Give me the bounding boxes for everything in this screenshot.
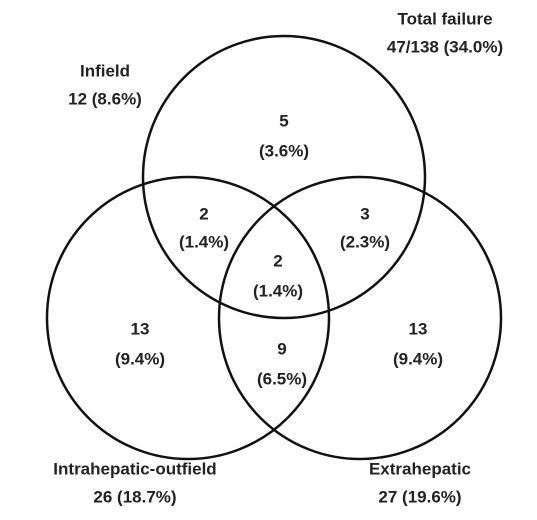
region-count: 2 [273,251,282,270]
region-percent: (6.5%) [257,369,307,388]
region-percent: (9.4%) [115,349,165,368]
infield-circle [141,34,427,320]
extrahepatic-circle [217,175,503,461]
region-count: 13 [131,319,150,338]
region-percent: (2.3%) [340,232,390,251]
region-count: 3 [360,204,369,223]
set-count: 26 (18.7%) [93,487,176,506]
set-count: 27 (19.6%) [378,487,461,506]
region-count: 9 [277,339,286,358]
set-label: Infield [80,61,130,80]
region-percent: (1.4%) [179,232,229,251]
outfield-circle [45,175,331,461]
set-count: 12 (8.6%) [68,89,142,108]
region-count: 13 [409,319,428,338]
title: Total failure [397,9,492,28]
region-percent: (3.6%) [259,141,309,160]
region-count: 2 [199,204,208,223]
region-percent: (1.4%) [253,281,303,300]
set-label: Extrahepatic [369,459,471,478]
region-percent: (9.4%) [393,349,443,368]
subtitle: 47/138 (34.0%) [387,37,503,56]
set-label: Intrahepatic-outfield [53,459,216,478]
region-count: 5 [279,111,288,130]
